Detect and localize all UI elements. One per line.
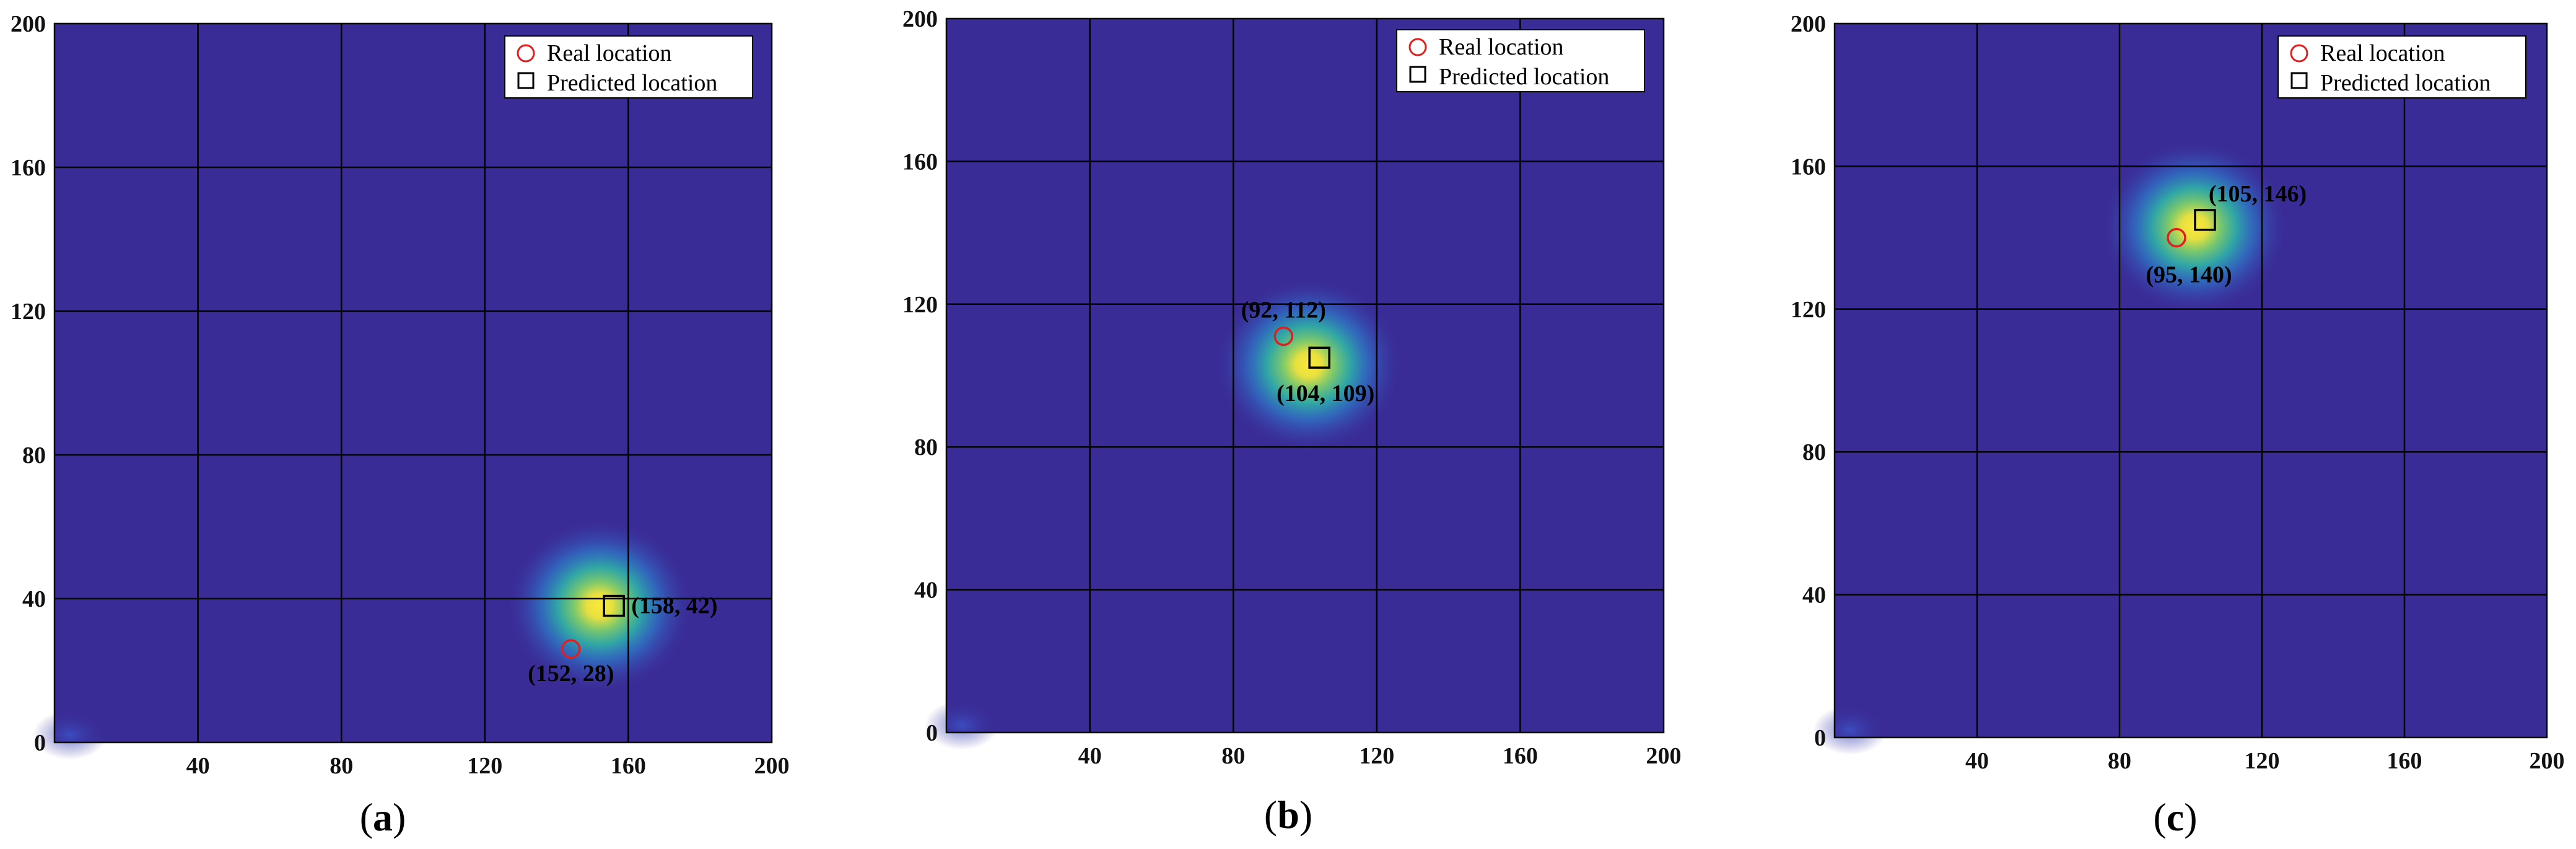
- x-tick-label: 80: [2108, 748, 2131, 774]
- real-location-annotation: (92, 112): [1241, 297, 1326, 323]
- x-tick-label: 160: [1503, 743, 1538, 769]
- y-tick-label: 0: [926, 720, 938, 746]
- y-tick-label: 200: [11, 11, 46, 37]
- y-tick-label: 120: [1791, 297, 1826, 323]
- legend-real-label: Real location: [2320, 40, 2445, 66]
- legend-predicted-label: Predicted location: [547, 70, 717, 96]
- y-tick-label: 0: [1814, 725, 1826, 751]
- corner-glow: [33, 710, 107, 760]
- x-tick-label: 120: [2245, 748, 2280, 774]
- legend-predicted-symbol: [517, 72, 535, 89]
- legend-real-label: Real location: [1439, 34, 1564, 60]
- y-tick-label: 120: [11, 299, 46, 325]
- legend-real-symbol: [2290, 44, 2308, 63]
- chart-panel-a: 40 80 120 160 200 0 40 80 120 160 200 (152, 28) (158…: [11, 11, 790, 839]
- y-tick-label: 80: [1802, 439, 1826, 465]
- corner-glow: [1813, 705, 1887, 755]
- x-tick-label: 120: [467, 753, 502, 779]
- x-tick-label: 200: [2530, 748, 2565, 774]
- predicted-location-annotation: (158, 42): [631, 593, 717, 619]
- legend-box: [2277, 35, 2526, 99]
- y-tick-label: 160: [902, 149, 938, 175]
- chart-panel-b: 40 80 120 160 200 0 40 80 120 160 200 (92, 112) (104…: [902, 6, 1682, 837]
- y-tick-label: 0: [34, 730, 46, 756]
- x-tick-label: 160: [611, 753, 646, 779]
- corner-glow: [925, 700, 999, 750]
- y-tick-label: 40: [22, 586, 46, 612]
- legend-predicted-symbol: [2290, 72, 2308, 89]
- y-tick-label: 80: [914, 434, 938, 460]
- chart-panel-c: 40 80 120 160 200 0 40 80 120 160 200 (95, 140) (105…: [1791, 11, 2565, 839]
- x-tick-label: 120: [1359, 743, 1394, 769]
- y-tick-label: 40: [914, 578, 938, 604]
- x-tick-label: 40: [186, 753, 210, 779]
- legend: Real location Predicted location: [2277, 35, 2526, 99]
- y-tick-label: 160: [1791, 154, 1826, 180]
- x-tick-label: 160: [2387, 748, 2422, 774]
- real-location-marker: [1273, 326, 1294, 346]
- y-tick-label: 80: [22, 442, 46, 468]
- x-tick-label: 40: [1965, 748, 1989, 774]
- panel-label: (c): [2153, 795, 2197, 839]
- predicted-location-marker: [2194, 209, 2216, 231]
- legend: Real location Predicted location: [1396, 29, 1645, 92]
- plot-frame: [1833, 22, 2548, 739]
- legend-real-label: Real location: [547, 40, 672, 66]
- plot-frame: [945, 17, 1665, 734]
- legend-real-symbol: [1408, 38, 1427, 56]
- predicted-location-marker: [603, 594, 625, 617]
- y-tick-label: 160: [11, 155, 46, 181]
- y-tick-label: 200: [902, 6, 938, 32]
- y-tick-label: 40: [1802, 583, 1826, 609]
- real-location-marker: [561, 639, 581, 659]
- predicted-location-annotation: (105, 146): [2209, 181, 2307, 207]
- x-tick-label: 200: [754, 753, 790, 779]
- intensity-spot: [507, 519, 693, 693]
- plot-frame: [53, 22, 773, 744]
- real-location-annotation: (95, 140): [2146, 262, 2232, 288]
- legend-real-symbol: [517, 44, 535, 63]
- y-tick-label: 200: [1791, 11, 1826, 37]
- real-location-annotation: (152, 28): [528, 661, 614, 687]
- predicted-location-annotation: (104, 109): [1277, 381, 1374, 407]
- x-tick-label: 200: [1646, 743, 1682, 769]
- y-tick-label: 120: [902, 292, 938, 318]
- heatmap-background: [1835, 24, 2547, 737]
- legend-box: [504, 35, 753, 99]
- x-tick-label: 80: [330, 753, 353, 779]
- predicted-location-marker: [1308, 346, 1330, 369]
- legend-box: [1396, 29, 1645, 92]
- legend: Real location Predicted location: [504, 35, 753, 99]
- real-location-marker: [2167, 227, 2186, 248]
- x-tick-label: 40: [1078, 743, 1102, 769]
- panel-label: (b): [1264, 793, 1312, 837]
- legend-predicted-label: Predicted location: [1439, 64, 1609, 90]
- x-tick-label: 80: [1221, 743, 1245, 769]
- panel-label: (a): [360, 795, 406, 839]
- legend-predicted-symbol: [1409, 66, 1426, 83]
- legend-predicted-label: Predicted location: [2320, 70, 2491, 96]
